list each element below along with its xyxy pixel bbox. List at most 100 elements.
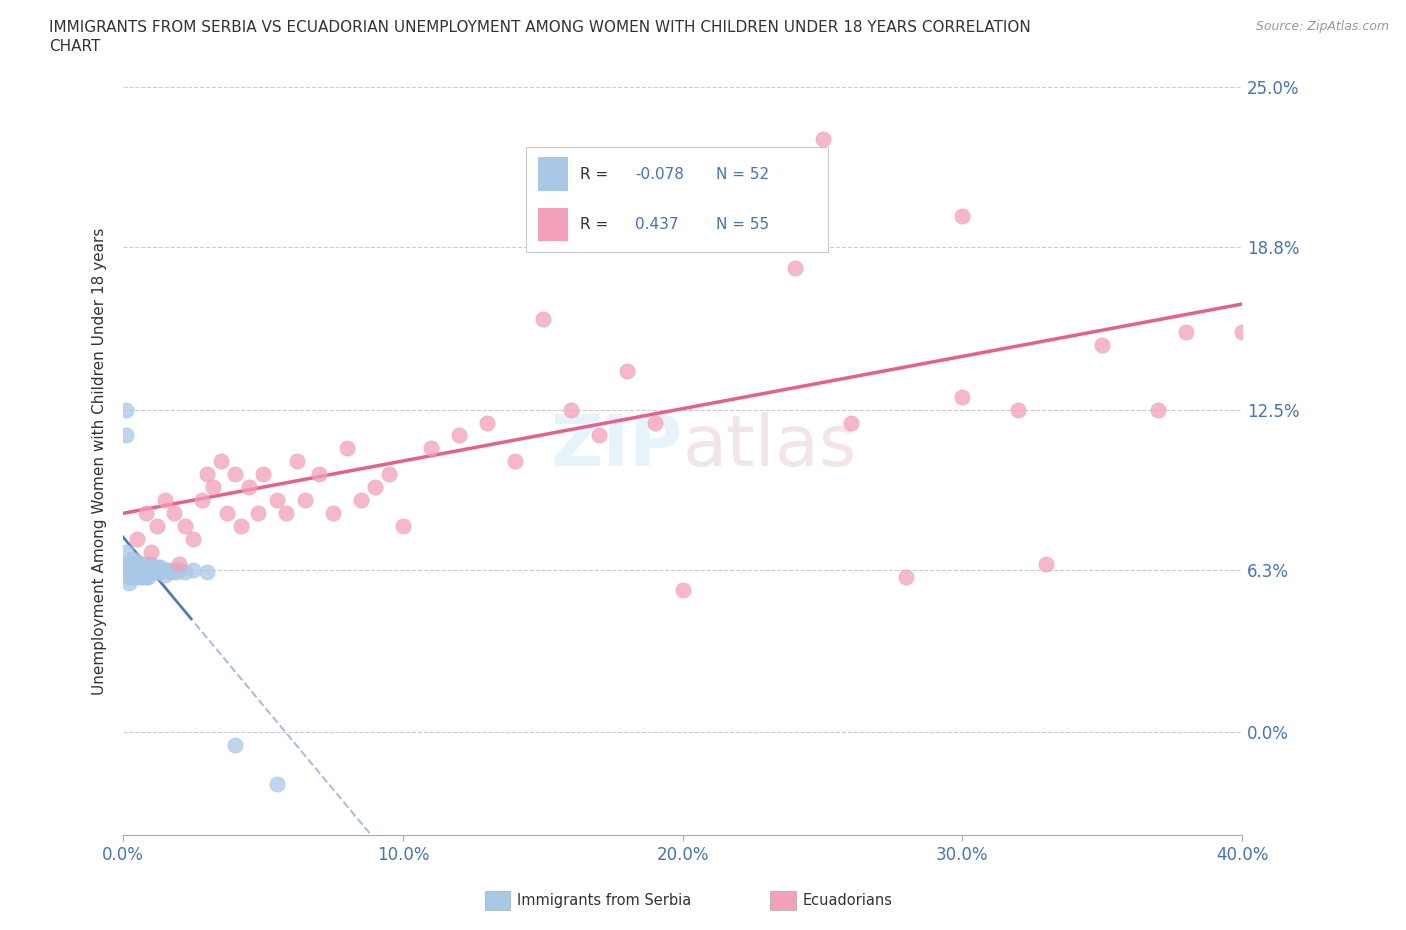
Point — [378, 467, 401, 482]
Point — [118, 570, 141, 585]
Point — [127, 531, 149, 546]
Point — [644, 415, 666, 430]
Point — [155, 563, 177, 578]
Point — [149, 565, 172, 579]
Point — [672, 583, 695, 598]
Text: Ecuadorians: Ecuadorians — [803, 893, 893, 908]
Point — [135, 570, 157, 585]
Point — [173, 518, 195, 533]
Point — [115, 563, 138, 578]
Point — [165, 565, 187, 579]
Point — [266, 493, 288, 508]
Point — [138, 570, 160, 585]
Point — [155, 493, 177, 508]
Point — [163, 505, 186, 520]
Point — [1035, 557, 1057, 572]
Point — [1175, 325, 1198, 339]
Point — [952, 390, 974, 405]
Point — [124, 570, 146, 585]
Point — [229, 518, 252, 533]
Text: Source: ZipAtlas.com: Source: ZipAtlas.com — [1256, 20, 1389, 33]
Point — [238, 480, 260, 495]
Point — [447, 428, 470, 443]
Point — [1230, 325, 1253, 339]
Point — [201, 480, 224, 495]
Point — [118, 557, 141, 572]
Point — [420, 441, 443, 456]
Point — [127, 560, 149, 575]
Point — [1007, 402, 1029, 417]
Point — [475, 415, 498, 430]
Y-axis label: Unemployment Among Women with Children Under 18 years: Unemployment Among Women with Children U… — [93, 228, 107, 695]
Point — [143, 565, 166, 579]
Point — [167, 563, 190, 578]
Point — [308, 467, 330, 482]
Point — [266, 777, 288, 791]
Point — [143, 560, 166, 575]
Point — [163, 563, 186, 578]
Point — [181, 563, 204, 578]
Point — [364, 480, 387, 495]
Point — [115, 402, 138, 417]
Point — [149, 560, 172, 575]
Point — [727, 157, 749, 172]
Point — [173, 565, 195, 579]
Point — [560, 402, 582, 417]
Point — [141, 544, 163, 559]
Point — [616, 364, 638, 379]
Point — [115, 557, 138, 572]
Point — [392, 518, 415, 533]
Point — [588, 428, 610, 443]
Point — [167, 557, 190, 572]
Point — [246, 505, 269, 520]
Point — [121, 565, 143, 579]
Point — [190, 493, 212, 508]
Text: ZIP: ZIP — [551, 412, 683, 481]
Point — [129, 563, 152, 578]
Point — [181, 531, 204, 546]
Point — [129, 570, 152, 585]
Point — [132, 557, 155, 572]
Point — [285, 454, 308, 469]
Point — [138, 563, 160, 578]
Point — [146, 518, 169, 533]
Point — [138, 557, 160, 572]
Point — [118, 575, 141, 590]
Text: IMMIGRANTS FROM SERBIA VS ECUADORIAN UNEMPLOYMENT AMONG WOMEN WITH CHILDREN UNDE: IMMIGRANTS FROM SERBIA VS ECUADORIAN UNE… — [49, 20, 1031, 35]
Point — [132, 565, 155, 579]
Point — [115, 544, 138, 559]
Point — [155, 567, 177, 582]
Point — [215, 505, 238, 520]
Point — [115, 428, 138, 443]
Point — [224, 467, 246, 482]
Point — [531, 312, 554, 326]
Point — [503, 454, 526, 469]
Point — [141, 563, 163, 578]
Point — [336, 441, 359, 456]
Point — [811, 131, 834, 146]
Point — [129, 557, 152, 572]
Point — [118, 563, 141, 578]
Point — [224, 737, 246, 752]
Point — [672, 183, 695, 198]
Point — [252, 467, 274, 482]
Point — [127, 570, 149, 585]
Text: CHART: CHART — [49, 39, 101, 54]
Point — [350, 493, 373, 508]
Text: atlas: atlas — [683, 412, 858, 481]
Point — [1147, 402, 1170, 417]
Point — [135, 563, 157, 578]
Point — [121, 570, 143, 585]
Point — [127, 554, 149, 569]
Point — [146, 565, 169, 579]
Point — [1091, 338, 1114, 352]
Point — [135, 557, 157, 572]
Point — [135, 505, 157, 520]
Point — [160, 565, 183, 579]
Point — [157, 563, 180, 578]
Point — [783, 260, 806, 275]
Point — [195, 467, 218, 482]
Point — [132, 570, 155, 585]
Point — [896, 570, 918, 585]
Point — [839, 415, 862, 430]
